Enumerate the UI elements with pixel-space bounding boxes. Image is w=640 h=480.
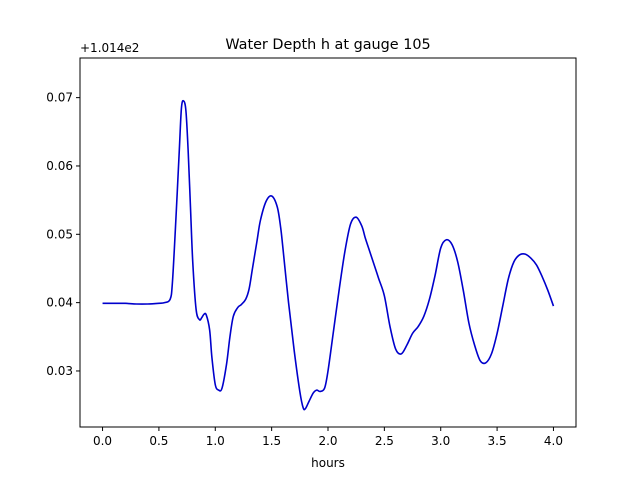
x-tick-label: 2.0: [318, 434, 337, 448]
y-tick-label: 0.06: [46, 159, 73, 173]
y-tick-label: 0.07: [46, 91, 73, 105]
chart-title: Water Depth h at gauge 105: [225, 37, 430, 53]
x-tick-label: 0.5: [149, 434, 168, 448]
x-axis-ticks: 0.0 0.5 1.0 1.5 2.0 2.5 3.0 3.5 4.0: [93, 427, 563, 448]
x-tick-label: 2.5: [375, 434, 394, 448]
x-tick-label: 4.0: [544, 434, 563, 448]
y-offset-label: +1.014e2: [80, 41, 139, 55]
series-line-water-depth: [102, 99, 555, 411]
series-layer: [102, 99, 555, 411]
x-tick-label: 3.5: [488, 434, 507, 448]
y-tick-label: 0.04: [46, 296, 73, 310]
y-tick-label: 0.03: [46, 364, 73, 378]
y-axis-ticks: 0.03 0.04 0.05 0.06 0.07: [46, 91, 80, 378]
y-tick-label: 0.05: [46, 227, 73, 241]
x-tick-label: 0.0: [93, 434, 112, 448]
x-tick-label: 1.5: [262, 434, 281, 448]
x-tick-label: 1.0: [206, 434, 225, 448]
x-axis-label: hours: [311, 456, 345, 470]
x-tick-label: 3.0: [431, 434, 450, 448]
